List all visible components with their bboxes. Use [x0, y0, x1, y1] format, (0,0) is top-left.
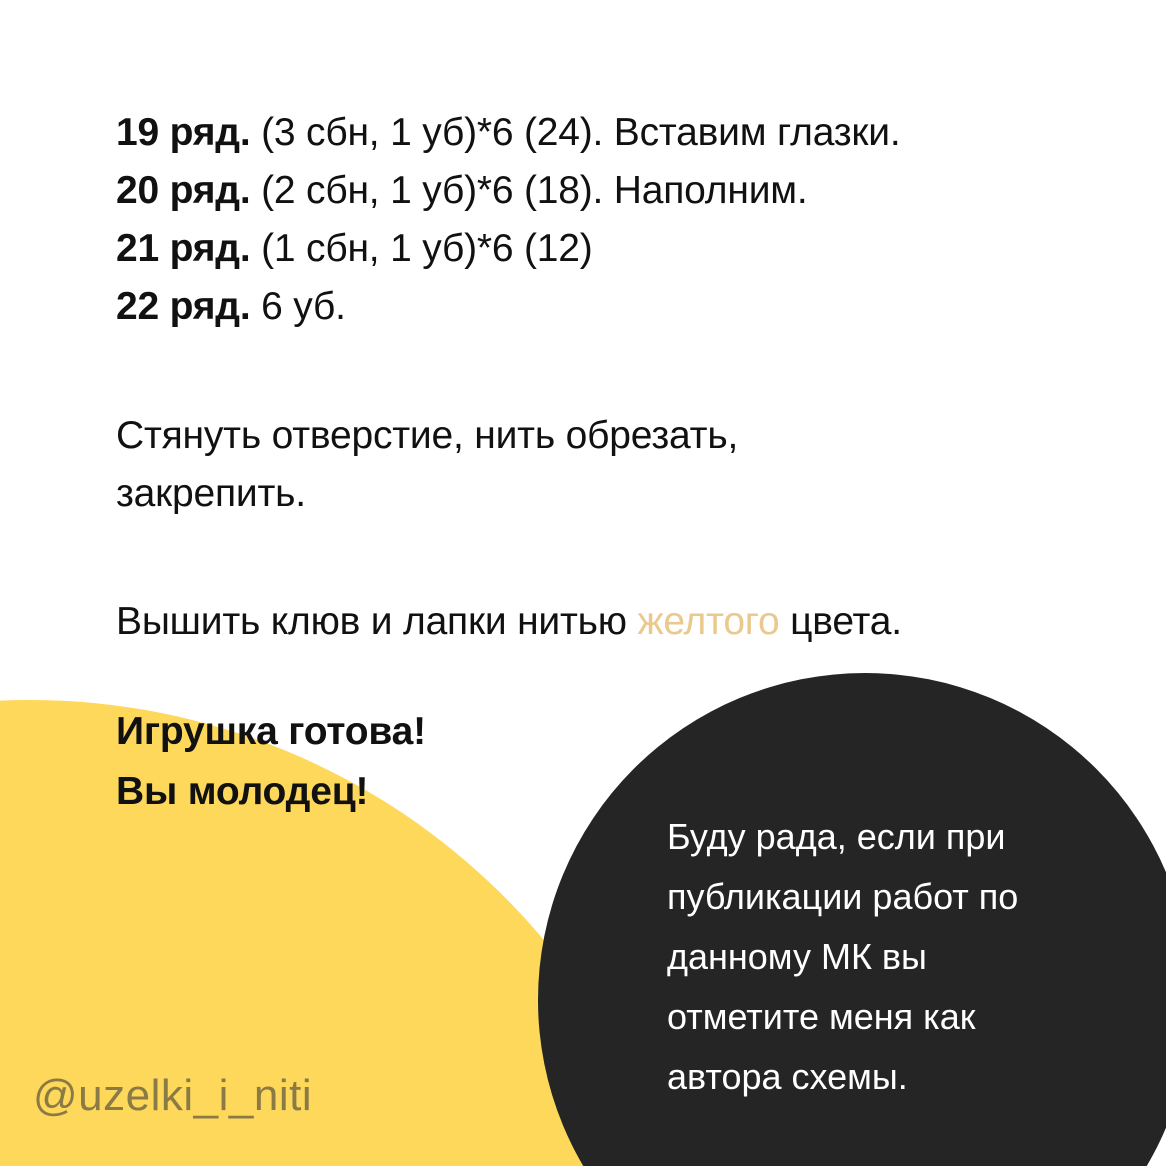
credit-line: Буду рада, если при	[667, 816, 1006, 857]
row-body: (1 сбн, 1 уб)*6 (12)	[250, 227, 593, 270]
row-body: (3 сбн, 1 уб)*6 (24). Вставим глазки.	[250, 111, 901, 154]
row-label: 19 ряд.	[116, 111, 251, 154]
author-credit-note: Буду рада, если при публикации работ по …	[667, 807, 1137, 1107]
finishing-instruction: Стянуть отверстие, нить обрезать, закреп…	[116, 407, 876, 523]
finishing-line-1: Стянуть отверстие, нить обрезать,	[116, 414, 739, 457]
row-line: 20 ряд. (2 сбн, 1 уб)*6 (18). Наполним.	[116, 162, 1076, 220]
credit-line: данному МК вы	[667, 936, 927, 977]
account-handle-watermark: @uzelki_i_niti	[33, 1071, 313, 1120]
row-body: (2 сбн, 1 уб)*6 (18). Наполним.	[250, 169, 808, 212]
embroidery-instruction: Вышить клюв и лапки нитью желтого цвета.	[116, 593, 1096, 651]
row-line: 19 ряд. (3 сбн, 1 уб)*6 (24). Вставим гл…	[116, 104, 1076, 162]
row-line: 21 ряд. (1 сбн, 1 уб)*6 (12)	[116, 220, 1076, 278]
finishing-line-2: закрепить.	[116, 472, 306, 515]
row-line: 22 ряд. 6 уб.	[116, 278, 1076, 336]
credit-line: автора схемы.	[667, 1056, 908, 1097]
row-label: 22 ряд.	[116, 285, 251, 328]
row-body: 6 уб.	[250, 285, 346, 328]
closing-line-1: Игрушка готова!	[116, 710, 426, 753]
credit-line: публикации работ по	[667, 876, 1019, 917]
closing-message: Игрушка готова! Вы молодец!	[116, 702, 426, 822]
credit-line: отметите меня как	[667, 996, 976, 1037]
crochet-row-instructions: 19 ряд. (3 сбн, 1 уб)*6 (24). Вставим гл…	[116, 104, 1076, 336]
closing-line-2: Вы молодец!	[116, 770, 369, 813]
row-label: 21 ряд.	[116, 227, 251, 270]
embroidery-prefix: Вышить клюв и лапки нитью	[116, 600, 638, 643]
highlighted-color-word: желтого	[637, 600, 780, 643]
embroidery-suffix: цвета.	[779, 600, 902, 643]
row-label: 20 ряд.	[116, 169, 251, 212]
